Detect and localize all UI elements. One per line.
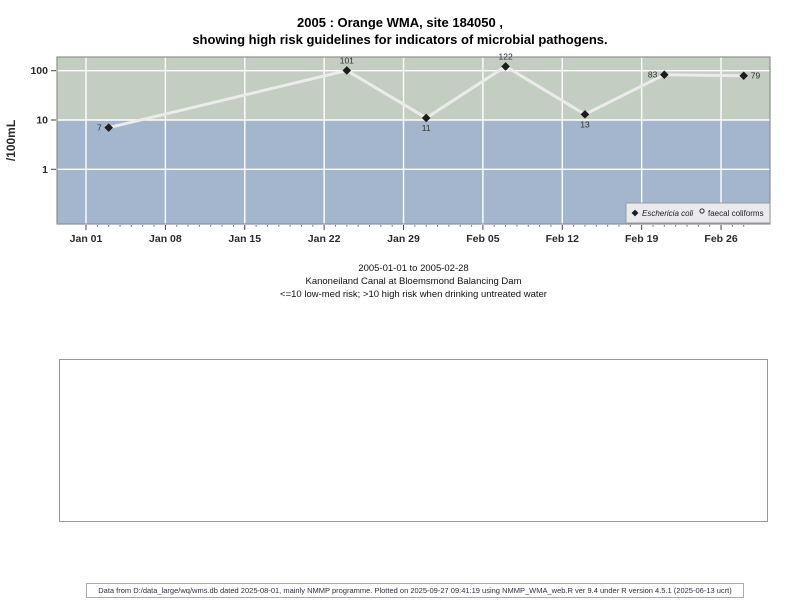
caption-site-name: Kanoneiland Canal at Bloemsmond Balancin…	[305, 276, 522, 287]
chart-title-line1: 2005 : Orange WMA, site 184050 ,	[297, 15, 503, 30]
x-tick-label: Feb 19	[625, 233, 658, 245]
data-point-label: 79	[751, 71, 761, 81]
x-tick-label: Jan 22	[308, 233, 341, 245]
legend-label-ecoli: Eschericia coli	[642, 209, 693, 218]
y-tick-label: 1	[42, 164, 48, 176]
data-point	[660, 70, 669, 79]
data-point	[342, 66, 352, 75]
caption-date-range: 2005-01-01 to 2005-02-28	[358, 263, 469, 274]
legend-box	[625, 202, 771, 224]
legend-filled-diamond-icon	[631, 209, 639, 217]
chart-caption: 2005-01-01 to 2005-02-28 Kanoneiland Can…	[57, 262, 770, 301]
x-tick-label: Jan 15	[228, 233, 261, 245]
y-tick-label: 100	[30, 65, 48, 77]
data-point-label: 101	[340, 55, 354, 65]
legend-label-faecal-coliforms: faecal coliforms	[708, 209, 764, 218]
data-point-label: 7	[97, 123, 102, 133]
data-point	[501, 62, 510, 71]
data-point	[421, 113, 431, 123]
data-point-label: 11	[422, 123, 431, 133]
x-tick-label: Jan 08	[149, 233, 182, 245]
y-axis-label: /100mL	[4, 120, 18, 161]
data-point-label: 13	[580, 119, 590, 129]
x-tick-label: Feb 12	[546, 233, 579, 245]
footer-note: Data from D:/data_large/wq/wms.db dated …	[86, 583, 744, 598]
data-point	[580, 110, 590, 119]
x-tick-label: Feb 05	[466, 233, 499, 245]
data-point	[739, 71, 749, 81]
x-tick-label: Feb 26	[704, 233, 737, 245]
chart-title: 2005 : Orange WMA, site 184050 , showing…	[0, 14, 800, 48]
data-point	[104, 123, 113, 132]
caption-risk-note: <=10 low-med risk; >10 high risk when dr…	[280, 289, 547, 300]
y-tick-label: 10	[36, 115, 48, 127]
data-point-label: 122	[498, 51, 512, 61]
x-tick-label: Jan 01	[70, 233, 103, 245]
empty-panel	[59, 359, 768, 522]
legend-open-circle-icon	[699, 208, 705, 214]
data-point-label: 83	[648, 70, 658, 80]
plot-border	[56, 56, 771, 225]
x-tick-label: Jan 29	[387, 233, 420, 245]
chart-title-line2: showing high risk guidelines for indicat…	[192, 32, 608, 47]
